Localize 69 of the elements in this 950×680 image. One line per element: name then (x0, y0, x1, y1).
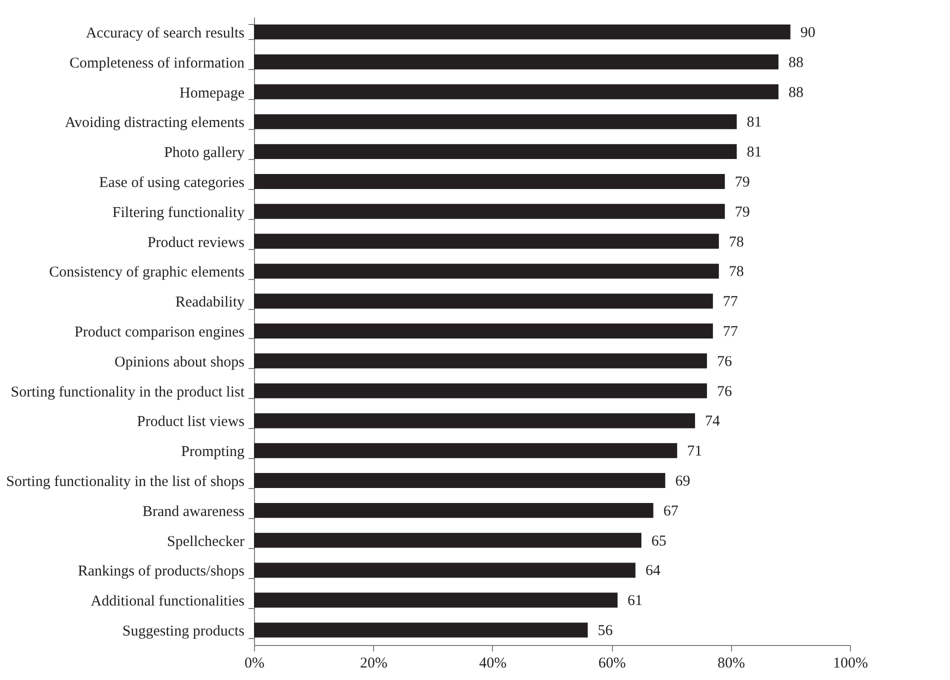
data-label: 69 (675, 474, 690, 490)
bar (254, 294, 713, 309)
bar (254, 24, 790, 40)
data-label: 78 (728, 234, 744, 250)
data-label: 65 (651, 533, 666, 550)
x-tick-label: 0% (244, 656, 264, 672)
x-tick-label: 20% (360, 656, 388, 672)
bar (254, 383, 707, 398)
bar (254, 592, 618, 608)
y-tick-label: Consistency of graphic elements (49, 264, 245, 281)
data-label: 56 (598, 623, 614, 640)
x-tick-label: 40% (479, 656, 507, 672)
y-tick-label: Photo gallery (164, 145, 245, 162)
data-label: 71 (687, 444, 702, 460)
bar (254, 174, 725, 189)
bar (254, 562, 636, 578)
bar (254, 54, 778, 70)
data-label: 88 (788, 84, 804, 101)
data-label: 88 (788, 54, 804, 71)
bar (254, 353, 707, 368)
bar (254, 443, 678, 458)
y-tick-label: Rankings of products/shops (78, 564, 245, 580)
y-tick-label: Spellchecker (167, 534, 244, 550)
bar (254, 264, 719, 279)
y-tick-label: Product reviews (147, 234, 245, 251)
bar (254, 622, 588, 638)
y-tick-label: Additional functionalities (90, 594, 245, 610)
y-tick-label: Ease of using categories (99, 174, 245, 191)
data-label: 74 (705, 414, 721, 430)
data-label: 81 (746, 144, 762, 161)
x-tick-label: 60% (598, 656, 626, 672)
bar (254, 413, 696, 428)
x-tick-label: 80% (718, 656, 746, 672)
bar (254, 84, 778, 100)
bar (254, 114, 737, 130)
x-tick-label: 100% (833, 656, 868, 672)
y-tick-label: Product comparison engines (74, 324, 245, 340)
y-tick-label: Accuracy of search results (86, 25, 245, 42)
bar (254, 502, 654, 518)
y-tick-label: Opinions about shops (114, 354, 245, 370)
y-tick-label: Avoiding distracting elements (64, 115, 245, 132)
y-tick-label: Suggesting products (122, 624, 245, 640)
data-label: 64 (645, 563, 661, 580)
y-tick-label: Homepage (180, 85, 245, 102)
data-label: 76 (716, 384, 732, 400)
bar (254, 473, 666, 488)
y-tick-label: Sorting functionality in the product list (10, 384, 246, 400)
y-tick-label: Product list views (137, 414, 245, 430)
bar (254, 144, 737, 160)
bar (254, 324, 713, 338)
data-label: 77 (722, 294, 738, 310)
data-label: 81 (746, 114, 762, 131)
y-tick-label: Readability (175, 294, 245, 311)
data-label: 79 (734, 174, 750, 190)
data-label: 61 (628, 593, 643, 610)
y-tick-label: Prompting (181, 444, 245, 460)
data-label: 79 (734, 204, 750, 220)
data-label: 76 (716, 354, 732, 370)
y-tick-label: Brand awareness (142, 504, 245, 520)
bar (254, 234, 719, 249)
y-tick-label: Completeness of information (70, 55, 245, 72)
data-label: 78 (728, 264, 744, 280)
y-tick-label: Filtering functionality (112, 204, 245, 221)
bar (254, 204, 725, 219)
y-tick-label: Sorting functionality in the list of shops (6, 474, 245, 490)
bar (254, 532, 642, 548)
data-label: 67 (663, 503, 679, 520)
data-label: 77 (722, 324, 738, 340)
data-label: 90 (800, 24, 816, 41)
